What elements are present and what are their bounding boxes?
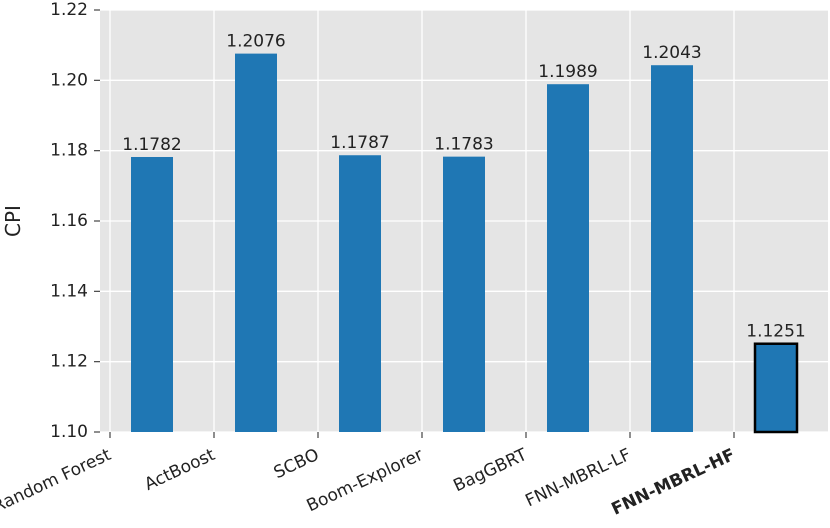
value-label: 1.2076 — [226, 32, 285, 52]
bar — [547, 84, 589, 433]
y-tick-label: 1.12 — [50, 352, 88, 372]
x-tick-label: SCBO — [271, 445, 322, 483]
value-label: 1.1787 — [330, 133, 389, 153]
bar — [235, 53, 277, 433]
value-label: 1.1782 — [122, 135, 181, 155]
y-tick-label: 1.18 — [50, 141, 88, 161]
value-label: 1.2043 — [642, 43, 701, 63]
bar — [443, 156, 485, 432]
y-tick-label: 1.20 — [50, 70, 88, 90]
x-tick-label: Random Forest — [0, 445, 115, 517]
x-tick-label: BagGBRT — [450, 445, 530, 497]
y-axis-label: CPI — [1, 205, 25, 237]
y-tick-label: 1.22 — [50, 0, 88, 20]
value-label: 1.1783 — [434, 135, 493, 155]
x-tick-label: ActBoost — [141, 445, 218, 495]
bar — [651, 65, 693, 432]
value-label: 1.1251 — [746, 322, 805, 342]
y-tick-label: 1.10 — [50, 422, 88, 442]
y-tick-label: 1.14 — [50, 281, 88, 301]
bar — [753, 342, 799, 434]
bar — [131, 156, 173, 432]
x-tick-label: Boom-Explorer — [304, 445, 427, 516]
y-tick-label: 1.16 — [50, 211, 88, 231]
bar — [339, 155, 381, 432]
value-label: 1.1989 — [538, 62, 597, 82]
